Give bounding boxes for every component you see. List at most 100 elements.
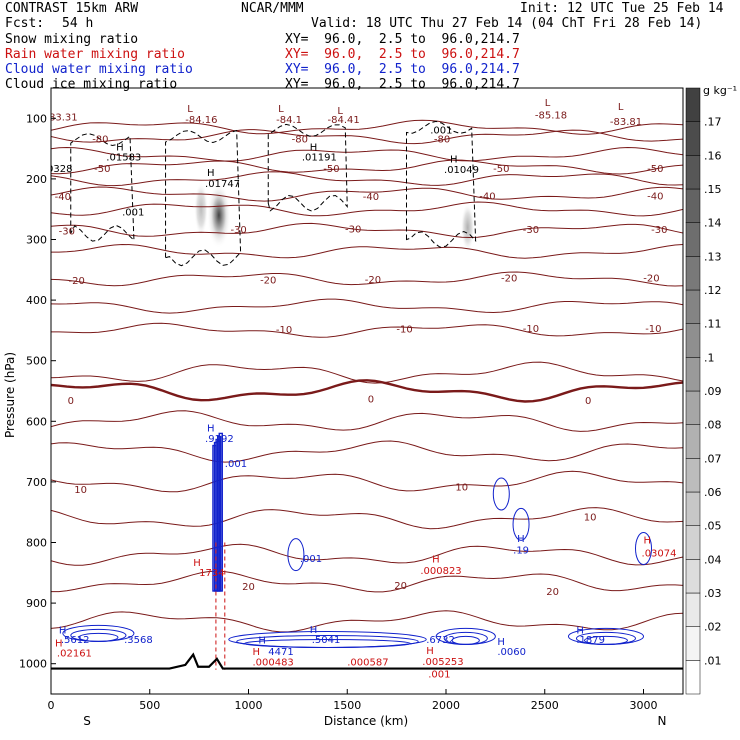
isotherm-label: -10 bbox=[645, 324, 661, 335]
extremum-label: .01049 bbox=[444, 165, 479, 176]
cloud-water-contour bbox=[244, 638, 411, 648]
cloud-water-contour bbox=[583, 635, 628, 645]
colorbar-tick-label: .11 bbox=[704, 318, 722, 331]
extremum-label: L bbox=[618, 102, 624, 113]
snow-maximum bbox=[460, 203, 475, 252]
x-axis-start-label: S bbox=[83, 714, 91, 728]
extremum-label: .001 bbox=[300, 554, 322, 565]
extremum-label: -85.18 bbox=[535, 110, 567, 121]
colorbar-unit: g kg⁻¹ bbox=[703, 84, 737, 97]
extremum-label: H bbox=[258, 636, 266, 647]
isotherm-label: -50 bbox=[94, 164, 110, 175]
extremum-label: H bbox=[497, 637, 505, 648]
colorbar-bin bbox=[685, 525, 701, 560]
isotherm-label: 0 bbox=[585, 396, 591, 407]
x-tick-label: 1500 bbox=[333, 699, 361, 712]
field-xy-rain: XY= 96.0, 2.5 to 96.0,214.7 bbox=[285, 47, 520, 62]
extremum-label: -83.81 bbox=[610, 117, 642, 128]
x-tick-label: 2000 bbox=[432, 699, 460, 712]
colorbar-bin bbox=[685, 188, 701, 223]
colorbar-tick-label: .02 bbox=[704, 621, 722, 634]
extremum-label: H bbox=[116, 142, 124, 153]
y-axis-title: Pressure (hPa) bbox=[3, 352, 17, 438]
extremum-label: .9192 bbox=[205, 434, 234, 445]
extremum-label: .5041 bbox=[312, 635, 341, 646]
colorbar-bin bbox=[685, 87, 701, 122]
isotherm-label: -20 bbox=[365, 275, 381, 286]
x-tick-label: 1000 bbox=[235, 699, 263, 712]
colorbar-tick-label: .1 bbox=[704, 351, 715, 364]
extremum-label: -84.1 bbox=[276, 115, 302, 126]
cloud-water-contour bbox=[635, 532, 652, 566]
isotherm-label: -30 bbox=[651, 225, 667, 236]
isotherm-line bbox=[51, 322, 683, 338]
extremum-label: 83.31 bbox=[49, 113, 78, 124]
cloud-ice-contour bbox=[267, 123, 348, 212]
isotherm-label: 0 bbox=[68, 396, 74, 407]
isotherm-label: 0 bbox=[368, 394, 374, 405]
isotherm-label: 10 bbox=[455, 483, 468, 494]
colorbar-tick-label: .14 bbox=[704, 217, 722, 230]
colorbar-bin bbox=[685, 121, 701, 156]
cloud-ice-contour bbox=[165, 129, 242, 267]
y-tick-label: 600 bbox=[26, 415, 47, 428]
y-tick-label: 400 bbox=[26, 294, 47, 307]
extremum-label: H bbox=[55, 639, 63, 650]
colorbar-bin bbox=[685, 222, 701, 257]
field-xy-snow: XY= 96.0, 2.5 to 96.0,214.7 bbox=[285, 32, 520, 47]
colorbar-tick-label: .15 bbox=[704, 183, 722, 196]
isotherm-label: -80 bbox=[434, 134, 450, 145]
colorbar-bin bbox=[685, 458, 701, 493]
y-tick-label: 100 bbox=[26, 112, 47, 125]
colorbar-bin bbox=[685, 357, 701, 392]
isotherm-label: 20 bbox=[394, 581, 407, 592]
cloud-ice-contour bbox=[70, 132, 135, 242]
isotherm-label: -30 bbox=[230, 225, 246, 236]
colorbar-tick-label: .17 bbox=[704, 116, 722, 129]
isotherm-label: -50 bbox=[647, 164, 663, 175]
isotherm-line bbox=[51, 410, 683, 432]
cloud-water-column bbox=[218, 432, 223, 592]
cloud-water-contour bbox=[287, 538, 305, 572]
colorbar-bin bbox=[685, 289, 701, 324]
isotherm-line bbox=[51, 271, 683, 287]
extremum-label: -84.41 bbox=[328, 115, 360, 126]
colorbar-bin bbox=[685, 559, 701, 594]
extremum-label: H bbox=[207, 168, 215, 179]
isotherm-line bbox=[51, 222, 683, 239]
extremum-label: .3568 bbox=[124, 635, 153, 646]
extremum-label: L bbox=[337, 106, 343, 117]
colorbar-tick-label: .07 bbox=[704, 452, 722, 465]
extremum-label: H bbox=[207, 424, 215, 435]
field-xy-cloud-water: XY= 96.0, 2.5 to 96.0,214.7 bbox=[285, 62, 520, 77]
y-tick-label: 700 bbox=[26, 476, 47, 489]
terrain bbox=[51, 652, 683, 670]
colorbar-tick-label: .01 bbox=[704, 654, 722, 667]
extremum-label: .03074 bbox=[642, 548, 677, 559]
extremum-label: .001 bbox=[225, 459, 247, 470]
extremum-label: .001 bbox=[428, 670, 450, 681]
colorbar-tick-label: .06 bbox=[704, 486, 722, 499]
isotherm-line bbox=[51, 610, 683, 633]
isotherm-label: -80 bbox=[92, 134, 108, 145]
extremum-label: .001 bbox=[122, 207, 144, 218]
extremum-label: H bbox=[432, 554, 440, 565]
colorbar-tick-label: .09 bbox=[704, 385, 722, 398]
isotherm-label: -80 bbox=[292, 134, 308, 145]
cloud-water-contour bbox=[512, 507, 530, 541]
isotherm-label: -40 bbox=[479, 191, 495, 202]
isotherm-label: -20 bbox=[643, 274, 659, 285]
cloud-water-contour bbox=[492, 477, 510, 511]
terrain-line bbox=[51, 652, 683, 670]
y-tick-label: 800 bbox=[26, 537, 47, 550]
x-tick-label: 500 bbox=[139, 699, 160, 712]
x-axis-title: Distance (km) bbox=[324, 714, 408, 728]
isotherm-label: -30 bbox=[345, 225, 361, 236]
isotherm-line bbox=[51, 470, 683, 493]
colorbar-tick-label: .05 bbox=[704, 520, 722, 533]
isotherm-line bbox=[51, 570, 683, 593]
isotherm-label: -30 bbox=[59, 226, 75, 237]
isotherm-label: 10 bbox=[74, 485, 87, 496]
extremum-label: .02161 bbox=[57, 648, 92, 659]
isotherm-line bbox=[51, 361, 683, 384]
